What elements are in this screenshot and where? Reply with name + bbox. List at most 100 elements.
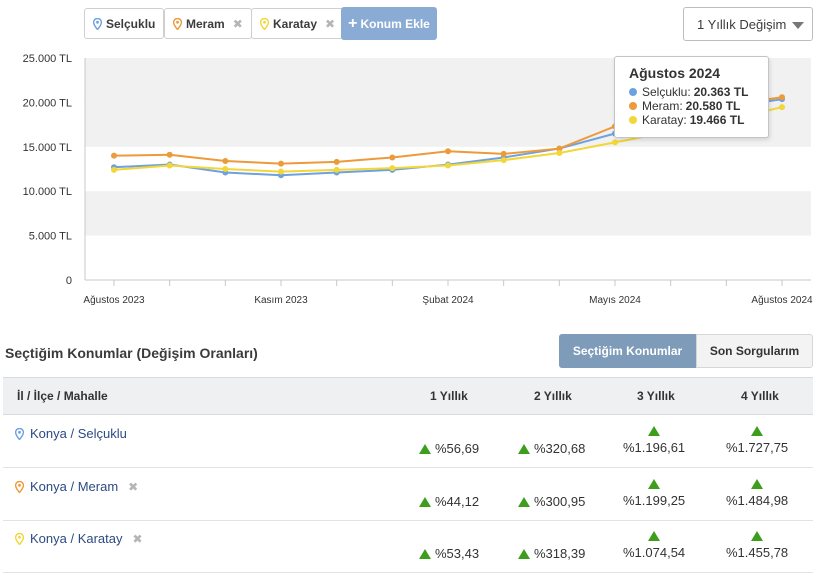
location-pin-icon xyxy=(15,480,24,493)
up-arrow-icon xyxy=(518,496,530,507)
series-point[interactable] xyxy=(166,151,173,158)
y-tick-label: 25.000 TL xyxy=(23,53,72,65)
tooltip-value: 19.466 TL xyxy=(689,113,745,127)
change-4y: %1.484,98 xyxy=(726,479,788,508)
tab-selected-locations[interactable]: Seçtiğim Konumlar xyxy=(559,334,696,368)
table-row[interactable]: Konya / Meram ✖ %44,12 %300,95 %1.199,25… xyxy=(3,468,813,521)
column-header-3y: 3 Yıllık xyxy=(637,389,675,403)
tooltip-title: Ağustos 2024 xyxy=(629,65,721,81)
location-name[interactable]: Konya / Selçuklu xyxy=(30,426,127,441)
up-arrow-icon xyxy=(751,531,764,541)
add-location-button[interactable]: + Konum Ekle xyxy=(341,7,437,40)
close-icon[interactable]: ✖ xyxy=(232,16,243,31)
series-point[interactable] xyxy=(556,145,563,152)
series-point[interactable] xyxy=(500,157,507,164)
series-point[interactable] xyxy=(779,94,785,101)
series-point[interactable] xyxy=(612,139,618,146)
series-point[interactable] xyxy=(389,154,396,161)
up-arrow-icon xyxy=(751,426,764,436)
location-pin-icon xyxy=(173,17,182,30)
chart-band xyxy=(85,191,811,236)
column-header-4y: 4 Yıllık xyxy=(741,389,779,403)
filter-chip-label: Selçuklu xyxy=(106,16,156,31)
table-row[interactable]: Konya / Selçuklu %56,69 %320,68 %1.196,6… xyxy=(3,415,813,468)
change-4y: %1.727,75 xyxy=(726,426,788,455)
location-cell: Konya / Karatay ✖ xyxy=(15,531,143,546)
filter-chip-meram[interactable]: Meram ✖ xyxy=(164,8,252,39)
series-point[interactable] xyxy=(166,162,173,169)
location-pin-icon xyxy=(93,17,102,30)
tooltip-row-meram: Meram: 20.580 TL xyxy=(629,99,754,113)
series-point[interactable] xyxy=(111,166,117,173)
x-tick-label: Şubat 2024 xyxy=(422,295,474,306)
close-icon[interactable]: ✖ xyxy=(325,16,336,31)
change-3y: %1.196,61 xyxy=(623,426,685,455)
x-tick-label: Ağustos 2023 xyxy=(83,295,145,306)
table-row[interactable]: Konya / Karatay ✖ %53,43 %318,39 %1.074,… xyxy=(3,520,813,573)
series-point[interactable] xyxy=(278,160,284,167)
series-point[interactable] xyxy=(111,152,117,159)
series-point[interactable] xyxy=(222,166,229,172)
change-2y: %320,68 xyxy=(518,441,585,456)
change-value: %1.484,98 xyxy=(726,493,789,508)
change-value: %44,12 xyxy=(435,494,480,509)
change-2y: %318,39 xyxy=(518,546,585,561)
y-tick-label: 10.000 TL xyxy=(23,186,72,198)
close-icon[interactable]: ✖ xyxy=(128,479,139,494)
series-dot xyxy=(629,102,637,110)
tooltip-row-karatay: Karatay: 19.466 TL xyxy=(629,113,754,127)
series-point[interactable] xyxy=(389,165,396,172)
change-value: %1.455,78 xyxy=(726,545,789,560)
x-tick-label: Ağustos 2024 xyxy=(751,295,813,306)
location-name[interactable]: Konya / Karatay xyxy=(30,531,123,546)
series-point[interactable] xyxy=(333,166,340,173)
add-location-label: Konum Ekle xyxy=(360,16,430,31)
series-point[interactable] xyxy=(556,150,563,157)
filter-chip-label: Karatay xyxy=(273,16,318,31)
location-pin-icon xyxy=(15,427,24,440)
section-title: Seçtiğim Konumlar (Değişim Oranları) xyxy=(5,345,258,361)
tooltip-value: 20.363 TL xyxy=(693,85,749,99)
change-value: %1.199,25 xyxy=(623,493,686,508)
series-point[interactable] xyxy=(779,104,785,111)
change-2y: %300,95 xyxy=(518,494,585,509)
up-arrow-icon xyxy=(648,479,661,489)
up-arrow-icon xyxy=(648,531,661,541)
series-point[interactable] xyxy=(222,158,229,165)
filter-chip-karatay[interactable]: Karatay ✖ xyxy=(251,8,345,39)
x-tick-label: Kasım 2023 xyxy=(254,295,308,306)
table-header: İl / İlçe / Mahalle 1 Yıllık 2 Yıllık 3 … xyxy=(3,377,813,415)
up-arrow-icon xyxy=(751,479,764,489)
up-arrow-icon xyxy=(419,548,431,559)
series-point[interactable] xyxy=(445,162,451,169)
chart-tooltip: Ağustos 2024 Selçuklu: 20.363 TL Meram: … xyxy=(614,56,769,138)
chevron-down-icon xyxy=(792,22,804,29)
change-value: %1.196,61 xyxy=(623,440,686,455)
up-arrow-icon xyxy=(419,443,431,454)
filter-chip-selcuklu[interactable]: Selçuklu xyxy=(84,8,165,39)
change-value: %320,68 xyxy=(534,441,586,456)
series-point[interactable] xyxy=(445,148,451,155)
series-dot xyxy=(629,116,637,124)
period-select[interactable]: 1 Yıllık Değişim xyxy=(683,7,813,41)
change-value: %56,69 xyxy=(435,441,480,456)
close-icon[interactable]: ✖ xyxy=(132,531,143,546)
x-tick-label: Mayıs 2024 xyxy=(589,295,641,306)
series-point[interactable] xyxy=(278,168,284,175)
change-4y: %1.455,78 xyxy=(726,531,788,560)
location-name[interactable]: Konya / Meram xyxy=(30,479,119,494)
y-tick-label: 15.000 TL xyxy=(23,142,72,154)
change-1y: %53,43 xyxy=(419,546,479,561)
filter-chip-label: Meram xyxy=(186,16,225,31)
change-value: %53,43 xyxy=(435,546,480,561)
column-header-2y: 2 Yıllık xyxy=(534,389,572,403)
series-dot xyxy=(629,88,637,96)
location-cell: Konya / Meram ✖ xyxy=(15,479,138,494)
y-tick-label: 20.000 TL xyxy=(23,97,72,109)
series-point[interactable] xyxy=(500,150,507,157)
up-arrow-icon xyxy=(648,426,661,436)
tooltip-label: Selçuklu: xyxy=(642,85,691,99)
column-header-1y: 1 Yıllık xyxy=(430,389,468,403)
series-point[interactable] xyxy=(333,158,340,165)
tab-recent-queries[interactable]: Son Sorgularım xyxy=(696,334,813,368)
